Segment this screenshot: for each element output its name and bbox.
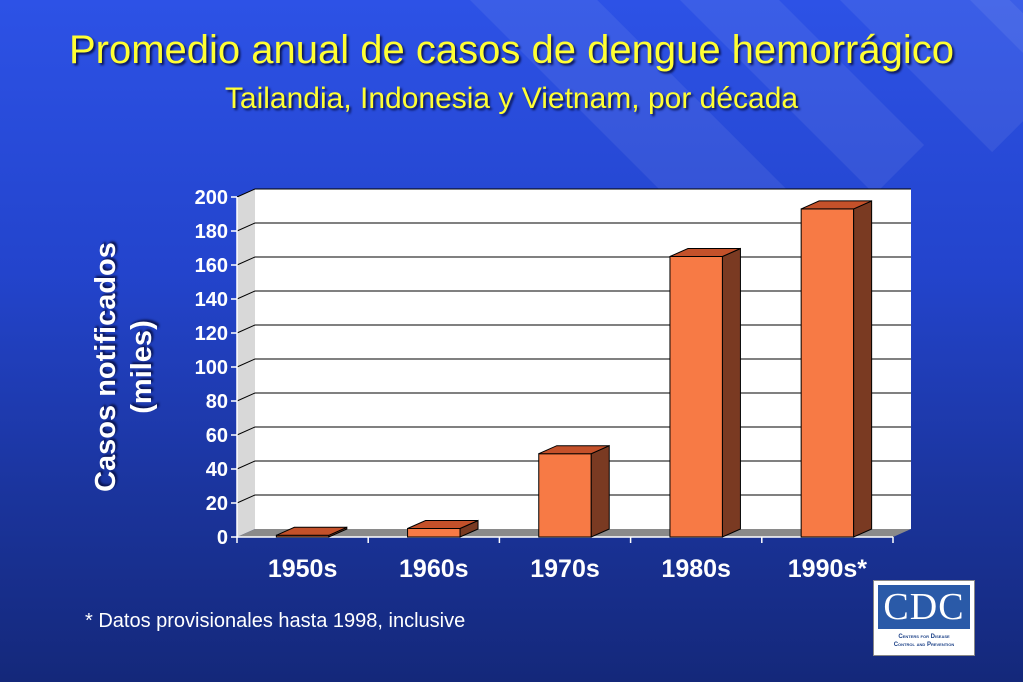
y-tick-label: 80 (206, 391, 228, 413)
gridline (236, 222, 911, 232)
y-tick-label: 200 (195, 187, 228, 209)
x-tick-label: 1950s (268, 555, 338, 583)
y-tick-label: 0 (217, 527, 228, 549)
x-tick-label: 1980s (661, 555, 731, 583)
bar (800, 208, 855, 538)
y-tick-label: 120 (195, 323, 228, 345)
bar (407, 528, 461, 538)
x-tick-label: 1960s (399, 555, 469, 583)
y-tick-label: 160 (195, 255, 228, 277)
cdc-logo-line-2: Control and Prevention (893, 642, 955, 648)
cdc-logo-line-1: Centers for Disease (898, 634, 950, 640)
y-tick-label: 140 (195, 289, 228, 311)
bar-top (669, 248, 741, 257)
cdc-logo-name: Centers for Disease Control and Preventi… (878, 633, 970, 649)
bar-top (800, 200, 872, 210)
footnote: * Datos provisionales hasta 1998, inclus… (85, 610, 466, 632)
gridline (236, 188, 911, 198)
bar-side (590, 444, 610, 538)
x-tick-label: 1970s (530, 555, 600, 583)
bar-top (538, 445, 610, 455)
y-tick-label: 20 (206, 493, 228, 515)
cdc-logo-letters: CDC (878, 585, 970, 629)
slide-subtitle: Tailandia, Indonesia y Vietnam, por déca… (224, 82, 799, 115)
y-tick-label: 100 (195, 357, 228, 379)
y-tick-label: 180 (195, 221, 228, 243)
bar-top (407, 520, 479, 529)
bar (669, 256, 723, 538)
cdc-logo: CDC Centers for Disease Control and Prev… (873, 580, 975, 656)
y-tick-label: 60 (206, 425, 228, 447)
bar-side (721, 247, 741, 538)
bar-side (853, 200, 873, 538)
slide-title: Promedio anual de casos de dengue hemorr… (68, 28, 955, 72)
y-tick-label: 40 (206, 459, 228, 481)
bar (538, 453, 592, 538)
bar-top (276, 526, 348, 536)
x-tick-label: 1990s* (788, 555, 868, 583)
